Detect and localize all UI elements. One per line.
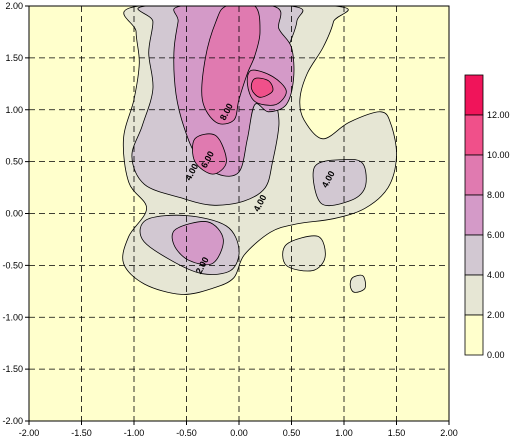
x-tick-label: 1.50 (388, 428, 406, 438)
y-tick-label: 0.00 (5, 209, 23, 219)
legend-swatch (464, 314, 484, 356)
y-tick-label: 0.50 (5, 157, 23, 167)
y-tick-label: 1.50 (5, 53, 23, 63)
legend-label: 0.00 (487, 350, 505, 360)
y-tick-label: -1.50 (2, 364, 23, 374)
x-tick-label: 0.50 (283, 428, 301, 438)
legend-swatch (464, 194, 484, 236)
islet-region (349, 274, 366, 293)
legend-label: 2.00 (487, 310, 505, 320)
y-tick-label: -1.00 (2, 312, 23, 322)
legend: 12.00 10.00 8.00 6.00 4.00 2.00 0.00 (464, 74, 510, 360)
grid-lines (29, 6, 449, 421)
legend-swatch (464, 154, 484, 196)
x-tick-label: -0.50 (176, 428, 197, 438)
legend-label: 10.00 (487, 150, 510, 160)
contour-regions (122, 6, 397, 295)
legend-label: 6.00 (487, 230, 505, 240)
lower-6-region (171, 221, 224, 266)
legend-swatch (464, 74, 484, 116)
legend-label: 4.00 (487, 270, 505, 280)
main-8-region (201, 6, 261, 125)
y-tick-label: 1.00 (5, 105, 23, 115)
legend-label: 8.00 (487, 190, 505, 200)
x-tick-label: -1.50 (71, 428, 92, 438)
y-tick-label: -2.00 (2, 416, 23, 426)
legend-swatch (464, 234, 484, 276)
y-tick-label: 2.00 (5, 1, 23, 11)
legend-label: 12.00 (487, 110, 510, 120)
legend-swatch (464, 274, 484, 316)
legend-swatch (464, 114, 484, 156)
peak-10-region (250, 77, 274, 98)
y-tick-label: -0.50 (2, 260, 23, 270)
x-axis: -2.00 -1.50 -1.00 -0.50 0.00 0.50 1.00 1.50 2.00 (19, 421, 458, 438)
y-axis: 2.00 1.50 1.00 0.50 0.00 -0.50 -1.00 -1.50 -2.00 (2, 1, 29, 426)
x-tick-label: -1.00 (124, 428, 145, 438)
mid-8-region (192, 133, 227, 175)
x-tick-label: 0.00 (230, 428, 248, 438)
x-tick-label: 2.00 (440, 428, 458, 438)
x-tick-label: -2.00 (19, 428, 40, 438)
x-tick-label: 1.00 (335, 428, 353, 438)
